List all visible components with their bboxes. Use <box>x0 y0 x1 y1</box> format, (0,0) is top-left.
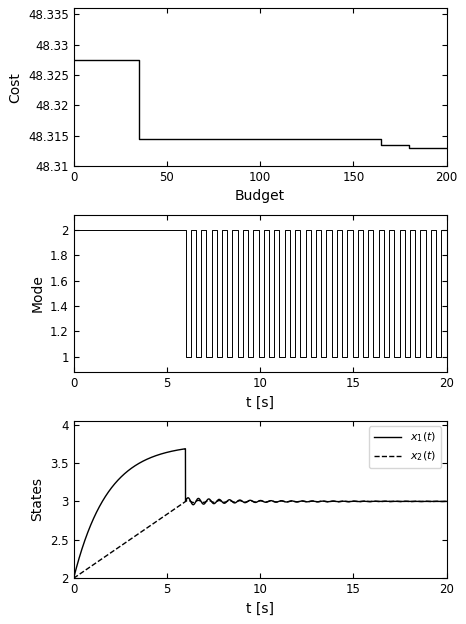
Y-axis label: Mode: Mode <box>30 275 44 312</box>
$x_1(t)$ <box>183 445 188 452</box>
$x_1(t)$ <box>227 496 233 504</box>
$x_1(t)$ <box>231 499 236 506</box>
$x_2(t)$ <box>432 497 438 505</box>
Legend: $x_1(t)$, $x_2(t)$: $x_1(t)$, $x_2(t)$ <box>369 426 441 468</box>
$x_2(t)$ <box>342 497 348 505</box>
$x_1(t)$ <box>414 497 419 505</box>
X-axis label: Budget: Budget <box>235 189 285 203</box>
$x_2(t)$ <box>71 575 76 582</box>
$x_2(t)$ <box>185 497 191 504</box>
$x_1(t)$ <box>444 498 449 505</box>
Line: $x_1(t)$: $x_1(t)$ <box>74 449 446 578</box>
$x_2(t)$ <box>227 497 233 504</box>
$x_1(t)$ <box>248 497 254 504</box>
$x_1(t)$ <box>432 498 438 505</box>
$x_1(t)$ <box>71 575 76 582</box>
Line: $x_2(t)$: $x_2(t)$ <box>74 500 446 578</box>
$x_2(t)$ <box>414 497 419 505</box>
X-axis label: t [s]: t [s] <box>246 602 274 616</box>
X-axis label: t [s]: t [s] <box>246 396 274 409</box>
$x_2(t)$ <box>248 497 254 505</box>
Y-axis label: Cost: Cost <box>8 72 22 102</box>
$x_1(t)$ <box>342 497 348 505</box>
$x_2(t)$ <box>231 498 236 505</box>
Y-axis label: States: States <box>31 477 45 522</box>
$x_2(t)$ <box>444 497 449 505</box>
